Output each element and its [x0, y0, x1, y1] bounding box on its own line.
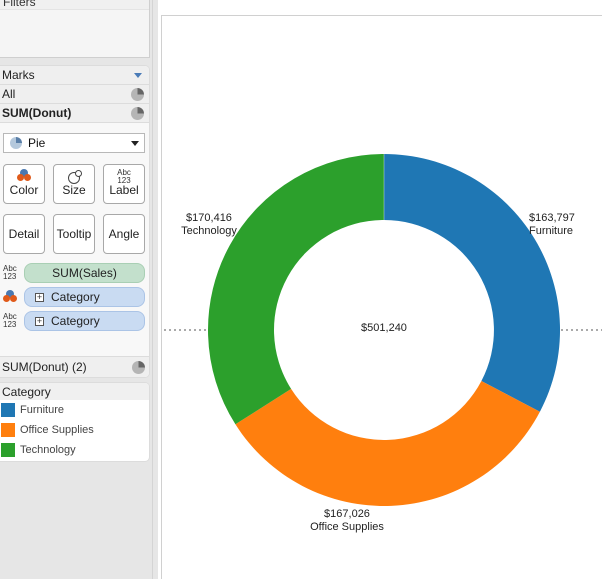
color-legend: Category Furniture Office Supplies Techn…: [0, 382, 150, 462]
color-swatch: [1, 423, 15, 437]
marks-menu-arrow-icon[interactable]: [134, 73, 142, 78]
pill-row-category-color: + Category: [0, 287, 149, 307]
legend-item-technology[interactable]: Technology: [0, 440, 149, 460]
side-panel: Filters Marks All SUM(Donut) Pie Color S…: [0, 0, 158, 579]
pill-label: Category: [51, 290, 100, 304]
expand-plus-icon[interactable]: +: [35, 292, 44, 302]
mark-type-value: Pie: [28, 136, 46, 150]
abc-123-icon: Abc 123: [3, 264, 17, 281]
category-label-pill[interactable]: + Category: [24, 311, 145, 331]
legend-item-office-supplies[interactable]: Office Supplies: [0, 420, 149, 440]
size-button-label: Size: [62, 183, 86, 197]
pie-mark-icon: [131, 88, 144, 101]
abc-123-icon: Abc 123: [3, 312, 17, 329]
marks-title: Marks: [2, 68, 35, 82]
legend-item-furniture[interactable]: Furniture: [0, 400, 149, 420]
detail-button[interactable]: Detail: [3, 214, 45, 254]
donut-slice-office-supplies[interactable]: [235, 381, 540, 507]
label-value: $170,416: [186, 212, 232, 224]
mark-type-dropdown[interactable]: Pie: [3, 133, 145, 153]
technology-data-label[interactable]: $170,416 Technology: [169, 212, 249, 238]
category-color-pill[interactable]: + Category: [24, 287, 145, 307]
label-category: Office Supplies: [310, 521, 384, 533]
size-button[interactable]: Size: [53, 164, 95, 204]
label-button-label: Label: [109, 183, 139, 197]
color-swatch: [1, 403, 15, 417]
size-icon: [68, 170, 82, 184]
detail-button-label: Detail: [8, 227, 40, 241]
pill-label: Category: [51, 314, 100, 328]
expand-plus-icon[interactable]: +: [35, 316, 44, 326]
marks-header[interactable]: Marks: [0, 66, 149, 85]
abc-123-icon: Abc 123: [117, 168, 131, 185]
label-value: $167,026: [324, 508, 370, 520]
pie-mark-icon: [131, 107, 144, 120]
label-button[interactable]: Abc 123 Label: [103, 164, 145, 204]
color-button-label: Color: [9, 183, 39, 197]
label-category: Furniture: [529, 225, 574, 237]
label-category: Technology: [181, 225, 237, 237]
marks-row-sum-donut-2[interactable]: SUM(Donut) (2): [0, 356, 149, 377]
color-button[interactable]: Color: [3, 164, 45, 204]
filters-card[interactable]: Filters: [0, 0, 150, 58]
angle-button-label: Angle: [108, 227, 140, 241]
color-icon: [3, 290, 17, 304]
label-value: $163,797: [529, 212, 575, 224]
pill-row-sales-label: Abc 123 SUM(Sales): [0, 263, 149, 283]
marks-row-sum-donut[interactable]: SUM(Donut): [0, 104, 149, 123]
angle-button[interactable]: Angle: [103, 214, 145, 254]
pie-mark-icon: [132, 361, 145, 374]
donut-center-total: $501,240: [361, 322, 407, 334]
color-icon: [17, 169, 31, 183]
marks-card: Marks All SUM(Donut) Pie Color Size Abc 1…: [0, 65, 150, 378]
marks-row-label: All: [2, 87, 16, 101]
marks-row-all[interactable]: All: [0, 85, 149, 104]
marks-row-label: SUM(Donut) (2): [2, 360, 87, 374]
legend-title[interactable]: Category: [0, 383, 149, 400]
furniture-data-label[interactable]: $163,797 Furniture: [529, 212, 601, 238]
color-swatch: [1, 443, 15, 457]
pie-icon: [10, 137, 22, 149]
view-canvas[interactable]: $170,416 Technology $163,797 Furniture $…: [161, 15, 602, 579]
marks-row-label: SUM(Donut): [2, 106, 72, 120]
sum-sales-pill[interactable]: SUM(Sales): [24, 263, 145, 283]
donut-slice-furniture[interactable]: [384, 154, 561, 412]
legend-item-label: Office Supplies: [20, 424, 94, 436]
panel-divider[interactable]: [152, 0, 153, 579]
donut-slice-technology[interactable]: [208, 154, 384, 425]
legend-item-label: Furniture: [20, 404, 65, 416]
filters-title: Filters: [0, 0, 149, 10]
office-supplies-data-label[interactable]: $167,026 Office Supplies: [292, 508, 402, 534]
tooltip-button-label: Tooltip: [56, 227, 92, 241]
pill-row-category-label: Abc 123 + Category: [0, 311, 149, 331]
legend-item-label: Technology: [20, 444, 76, 456]
tooltip-button[interactable]: Tooltip: [53, 214, 95, 254]
donut-chart: [164, 154, 602, 507]
chevron-down-icon: [131, 141, 139, 146]
